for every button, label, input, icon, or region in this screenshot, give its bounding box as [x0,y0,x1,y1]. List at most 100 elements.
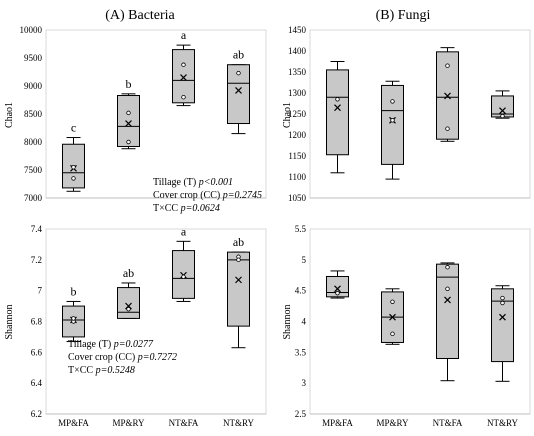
y-tick-label: 8500 [24,109,43,119]
stats-shannon: Tillage (T) p=0.0277 Cover crop (CC) p=0… [68,339,177,376]
y-tick-label: 5.5 [295,224,307,234]
data-point [500,113,505,119]
stat-covercrop-chao1: Cover crop (CC) p=0.2745 [153,190,262,201]
stat-interaction-chao1: T×CC p=0.0624 [153,203,220,214]
bacteria-shannon-plot: 6.2 6.4 6.6 6.8 7 7.2 7.4 b MP&FA ab MP&RY a NT&FA ab… [31,224,267,428]
x-tick-label: NT&RY [223,418,255,428]
data-point [71,176,76,181]
y-tick-label: 5 [302,255,307,265]
stat-interaction-shannon: T×CC p=0.5248 [68,365,135,376]
x-tick-label: NT&FA [169,418,199,428]
panel-title-fungi: (B) Fungi [376,8,431,23]
mean-marker [180,74,187,82]
box-NT&RY [491,288,514,363]
y-tick-label: 6.6 [31,347,43,357]
box-MP&RY [381,84,404,165]
ylabel-bacteria-shannon: Shannon [4,305,15,340]
box-NT&RY [227,251,250,327]
y-tick-label: 7000 [24,193,43,203]
y-tick-label: 7500 [24,165,43,175]
box-MP&FA [326,69,349,156]
mean-marker [235,276,242,284]
panel-title-bacteria: (A) Bacteria [105,8,175,23]
significance-letter: a [181,224,187,238]
stat-covercrop-shannon: Cover crop (CC) p=0.7272 [68,352,177,363]
stat-tillage-shannon: Tillage (T) p=0.0277 [68,339,154,350]
data-point [236,70,241,76]
mean-marker [444,92,451,100]
data-point [445,265,450,270]
data-point [126,306,131,312]
ylabel-bacteria-chao1: Chao1 [4,102,15,128]
y-tick-label: 1350 [288,67,307,77]
x-tick-label: MP&FA [322,418,353,428]
box-NT&FA [172,49,195,104]
y-tick-label: 1100 [288,172,306,182]
y-tick-label: 1450 [288,25,307,35]
y-tick-label: 1300 [288,88,307,98]
mean-marker [444,296,451,304]
fungi-shannon-plot: 2.5 3 3.5 4 4.5 5 5.5 MP&FA MP&RY NT&FA NT&RY [295,224,531,428]
mean-marker [235,87,242,94]
y-tick-label: 9000 [24,81,43,91]
y-tick-label: 6.4 [31,378,43,388]
x-tick-label: NT&FA [433,418,463,428]
mean-marker [125,120,132,127]
y-tick-label: 1050 [288,193,307,203]
mean-marker [334,285,341,293]
stat-tillage-chao1: Tillage (T) p<0.001 [153,177,233,188]
mean-marker [499,107,506,115]
box-NT&RY [227,64,250,125]
data-point [390,118,395,123]
x-tick-label: MP&RY [376,418,409,428]
box-MP&RY [117,287,140,319]
data-point [236,257,241,263]
box-MP&RY [117,95,140,147]
mean-marker [499,313,506,321]
data-point [390,99,395,104]
box-MP&FA [326,275,349,298]
ylabel-fungi-chao1: Chao1 [282,102,293,128]
x-tick-label: NT&RY [487,418,519,428]
significance-letter: b [126,77,132,91]
y-tick-label: 10000 [20,25,43,35]
y-tick-label: 3 [302,378,307,388]
ylabel-fungi-shannon: Shannon [282,305,293,340]
y-tick-label: 1400 [288,46,307,56]
y-tick-label: 8000 [24,137,43,147]
significance-letter: ab [233,48,244,62]
y-tick-label: 4 [302,317,307,327]
data-point [71,316,76,321]
stats-chao1: Tillage (T) p<0.001 Cover crop (CC) p=0.… [153,177,262,214]
data-point [500,300,505,306]
fungi-chao1-plot: 1050 1100 1150 1200 1250 1300 1350 1400 1450 [288,25,531,203]
significance-letter: b [71,284,77,298]
y-tick-label: 1200 [288,130,307,140]
significance-letter: c [71,121,76,135]
data-point [445,126,450,131]
y-tick-label: 4.5 [295,286,307,296]
data-point [126,110,131,116]
significance-letter: a [181,28,187,42]
mean-marker [389,313,396,321]
y-tick-label: 1150 [288,151,306,161]
y-tick-label: 9500 [24,53,43,63]
data-point [335,290,340,296]
x-tick-label: MP&RY [112,418,145,428]
data-point [390,331,395,337]
significance-letter: ab [123,266,134,280]
y-tick-label: 7.2 [31,255,42,265]
y-tick-label: 6.8 [31,317,43,327]
data-point [335,97,340,102]
y-tick-label: 6.2 [31,409,42,419]
mean-marker [125,302,132,310]
data-point [445,63,450,68]
data-point [181,94,186,100]
data-point [445,286,450,292]
data-point [390,299,395,304]
y-tick-label: 7.4 [31,224,43,234]
mean-marker [334,104,341,112]
x-tick-label: MP&FA [58,418,89,428]
data-point [71,164,76,170]
